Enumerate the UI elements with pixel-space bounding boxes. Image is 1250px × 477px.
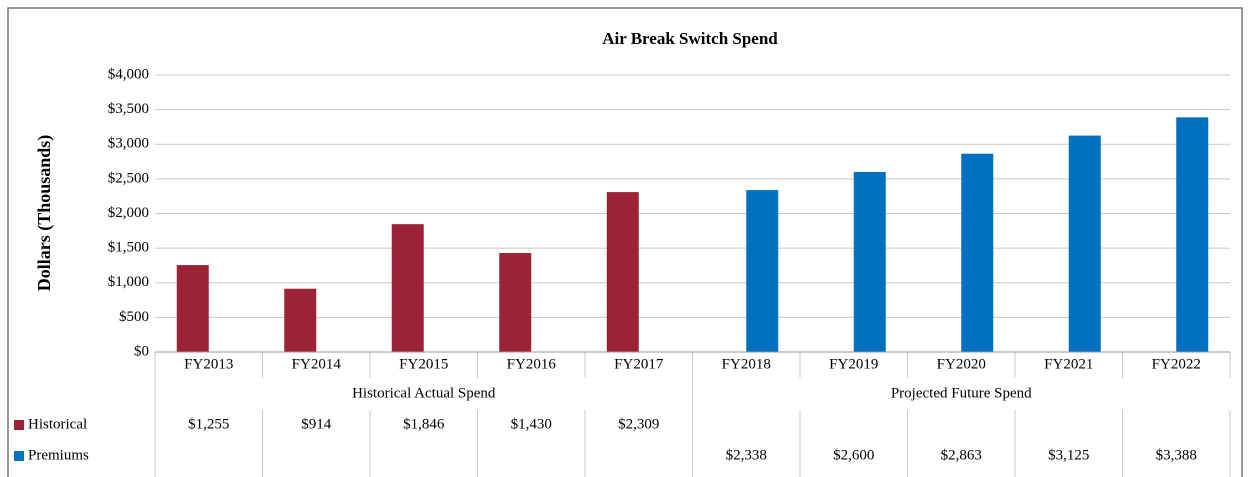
bar <box>1176 117 1209 352</box>
legend-swatch <box>14 420 24 430</box>
x-tick-label: FY2018 <box>722 356 771 372</box>
data-label: $1,430 <box>511 416 552 432</box>
data-label: $2,309 <box>618 416 659 432</box>
y-tick-label: $2,500 <box>108 170 149 186</box>
group-label: Projected Future Spend <box>891 385 1032 401</box>
y-tick-label: $500 <box>119 309 149 325</box>
bar <box>1068 135 1101 352</box>
chart-title: Air Break Switch Spend <box>602 29 778 48</box>
data-label: $2,863 <box>941 447 982 463</box>
x-tick-label: FY2017 <box>614 356 664 372</box>
data-label: $2,338 <box>726 447 767 463</box>
x-tick-label: FY2014 <box>292 356 342 372</box>
y-tick-label: $3,500 <box>108 101 149 117</box>
data-label: $1,255 <box>188 416 229 432</box>
data-label: $3,125 <box>1048 447 1089 463</box>
x-tick-label: FY2013 <box>184 356 233 372</box>
legend-label: Historical <box>28 416 87 432</box>
x-tick-label: FY2020 <box>937 356 986 372</box>
x-tick-label: FY2016 <box>507 356 557 372</box>
bar <box>746 190 779 352</box>
data-label: $2,600 <box>833 447 874 463</box>
bar <box>284 288 317 352</box>
bar <box>853 171 886 352</box>
y-tick-label: $1,000 <box>108 274 149 290</box>
data-label: $1,846 <box>403 416 445 432</box>
y-tick-label: $2,000 <box>108 205 149 221</box>
y-tick-label: $0 <box>134 343 149 359</box>
group-label: Historical Actual Spend <box>352 385 496 401</box>
chart-border <box>7 7 1243 477</box>
data-label: $3,388 <box>1156 447 1197 463</box>
data-label: $914 <box>301 416 332 432</box>
bar <box>961 153 994 352</box>
y-tick-label: $1,500 <box>108 240 149 256</box>
y-tick-label: $3,000 <box>108 136 149 152</box>
bar <box>606 192 639 352</box>
bar <box>176 265 209 352</box>
x-tick-label: FY2015 <box>399 356 448 372</box>
x-tick-label: FY2021 <box>1044 356 1093 372</box>
x-tick-label: FY2022 <box>1152 356 1201 372</box>
y-tick-label: $4,000 <box>108 66 149 82</box>
bar <box>499 252 532 352</box>
bar <box>391 224 424 352</box>
legend-swatch <box>14 451 24 461</box>
x-tick-label: FY2019 <box>829 356 878 372</box>
legend-label: Premiums <box>28 447 89 463</box>
y-axis-title: Dollars (Thousands) <box>34 135 55 292</box>
